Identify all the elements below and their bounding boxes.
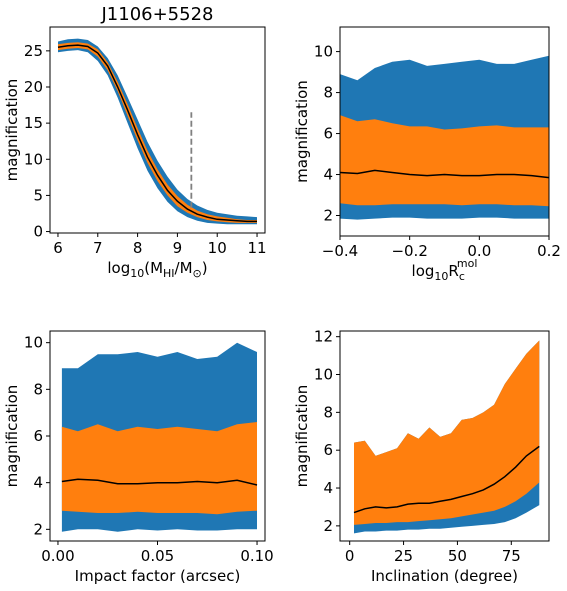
x-tick-label: 8 (133, 239, 143, 257)
y-tick-label: 8 (323, 84, 333, 102)
median-line (57, 44, 257, 223)
y-tick-label: 4 (323, 479, 333, 497)
outer-band (58, 38, 257, 225)
panel-rc-mol: −0.4 −0.2 0.0 0.2 2 4 6 8 10 magnification log10Rc… (293, 26, 561, 283)
x-tick-label: 0 (345, 547, 355, 565)
x-tick-label: 11 (247, 239, 266, 257)
x-axis-label: log10(MHI/M⊙) (107, 259, 207, 280)
y-tick-label: 0 (33, 223, 43, 241)
panel-mass-function: 6 7 8 9 10 11 0 5 10 15 20 25 magnification log10(MHI… (3, 4, 267, 280)
panel-impact-factor: 0.00 0.05 0.10 2 4 6 8 10 magnification Impact fa… (3, 330, 274, 585)
axes-frame (339, 330, 550, 542)
plot-area (353, 340, 540, 534)
x-axis-label: Impact factor (arcsec) (75, 567, 241, 585)
y-tick-label: 6 (323, 125, 333, 143)
x-tick-label: 75 (502, 547, 521, 565)
x-tick-label: 6 (53, 239, 63, 257)
inner-band (61, 422, 258, 515)
inner-band (58, 42, 257, 223)
x-tick-label: −0.2 (391, 242, 427, 260)
x-tick-label: 50 (448, 547, 467, 565)
x-tick-label: 0.00 (41, 547, 74, 565)
median-line (353, 445, 540, 514)
plot-area (340, 55, 549, 220)
y-tick-label: 12 (314, 328, 333, 346)
y-tick-label: 2 (323, 207, 333, 225)
plot-area (57, 38, 257, 225)
chart-title: J1106+5528 (100, 4, 213, 25)
x-tick-label: 0.10 (240, 547, 273, 565)
inner-band (340, 115, 549, 207)
y-axis-label: magnification (3, 385, 21, 488)
panel-inclination: 0 25 50 75 2 4 6 8 10 12 magnification Inclination … (293, 328, 550, 585)
median-line (61, 478, 258, 486)
x-axis-label: log10Rcmol (412, 257, 478, 283)
y-axis-label: magnification (3, 79, 21, 182)
y-tick-label: 5 (33, 186, 43, 204)
x-tick-label: 0.05 (141, 547, 174, 565)
y-tick-label: 15 (24, 114, 43, 132)
x-tick-label: 25 (394, 547, 413, 565)
y-tick-label: 20 (24, 78, 43, 96)
y-tick-label: 6 (33, 427, 43, 445)
x-tick-label: 10 (208, 239, 227, 257)
x-tick-label: 7 (93, 239, 103, 257)
y-tick-label: 6 (323, 441, 333, 459)
y-tick-label: 10 (24, 334, 43, 352)
y-tick-label: 2 (323, 517, 333, 535)
plot-area (61, 342, 258, 532)
y-tick-label: 4 (323, 166, 333, 184)
axes-frame (49, 26, 266, 234)
y-tick-label: 8 (323, 403, 333, 421)
y-tick-label: 2 (33, 520, 43, 538)
x-tick-label: −0.4 (322, 242, 358, 260)
y-tick-label: 4 (33, 474, 43, 492)
y-tick-label: 10 (314, 366, 333, 384)
y-tick-label: 10 (24, 150, 43, 168)
y-tick-label: 10 (314, 43, 333, 61)
inner-band (354, 340, 540, 525)
axes-frame (339, 26, 550, 237)
y-tick-label: 25 (24, 42, 43, 60)
x-tick-label: 0.2 (537, 242, 561, 260)
x-axis-label: Inclination (degree) (371, 567, 518, 585)
x-tick-label: 0.0 (467, 242, 491, 260)
median-line (340, 169, 549, 179)
x-tick-label: 9 (173, 239, 183, 257)
y-axis-label: magnification (293, 80, 311, 183)
y-tick-label: 8 (33, 380, 43, 398)
y-axis-label: magnification (293, 385, 311, 488)
